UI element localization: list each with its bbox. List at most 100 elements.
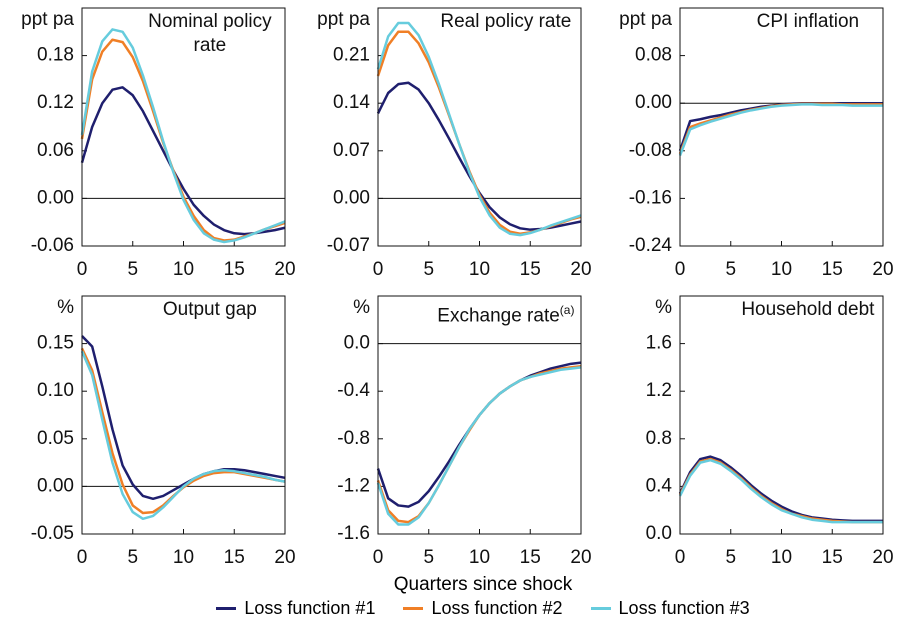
x-tick-label: 20 [570,259,591,280]
x-tick-label: 15 [822,259,843,280]
legend-label: Loss function #2 [431,598,563,618]
x-tick-label: 5 [127,259,138,280]
x-tick-label: 15 [224,259,245,280]
series-line [376,366,582,526]
x-tick-label: 5 [725,259,736,280]
panel-title-text: Household debt [741,299,875,320]
series-line [80,350,286,521]
panel-title: CPI inflation [733,10,883,34]
unit-label: ppt pa [619,9,672,30]
x-tick-label: 5 [725,547,736,568]
y-tick-label: 0.00 [37,187,74,208]
series-line [376,30,582,236]
y-tick-label: 0.8 [646,428,672,449]
x-tick-label: 0 [77,547,88,568]
legend-label: Loss function #1 [244,598,376,618]
y-tick-label: 0.00 [37,475,74,496]
x-tick-label: 10 [173,259,194,280]
x-tick-label: 10 [469,259,490,280]
y-tick-label: 0.08 [635,45,672,66]
y-tick-label: 0.12 [37,92,74,113]
plot-frame [377,7,582,247]
y-tick-label: -1.6 [337,523,370,544]
panel-title: Exchange rate(a) [411,298,601,328]
x-tick-label: 20 [274,547,295,568]
x-tick-label: 10 [173,547,194,568]
x-tick-label: 5 [423,259,434,280]
y-tick-label: -0.8 [337,428,370,449]
x-tick-label: 20 [872,259,893,280]
y-tick-label: 0.07 [333,140,370,161]
y-tick-label: 0.05 [37,428,74,449]
x-tick-label: 15 [520,547,541,568]
x-tick-label: 15 [520,259,541,280]
y-tick-label: -0.16 [629,187,672,208]
y-tick-label: -0.06 [31,235,74,256]
y-tick-label: 0.00 [333,187,370,208]
legend: Loss function #1 Loss function #2 Loss fun… [0,598,902,619]
y-tick-label: -0.08 [629,140,672,161]
x-tick-label: 20 [570,547,591,568]
series-line [678,103,883,157]
unit-label: % [57,297,74,318]
y-tick-label: -0.05 [31,523,74,544]
plot-frame [377,295,582,535]
x-tick-label: 0 [373,259,384,280]
panel-title-text: Nominal policy rate [148,11,272,56]
panel-title-text: Exchange rate [437,305,560,327]
y-tick-label: 0.21 [333,45,370,66]
legend-item: Loss function #2 [403,598,563,619]
unit-label: % [353,297,370,318]
y-tick-label: -0.24 [629,235,673,256]
y-tick-label: 1.2 [646,380,672,401]
y-tick-label: 0.0 [344,333,370,354]
x-axis-label: Quarters since shock [393,574,573,595]
x-tick-label: 5 [423,547,434,568]
series-line [678,101,883,152]
plot-frame [81,7,286,247]
y-tick-label: 0.00 [635,92,672,113]
y-tick-label: -0.07 [327,235,370,256]
y-tick-label: 0.15 [37,333,74,354]
y-tick-label: -1.2 [337,475,370,496]
y-tick-label: 0.06 [37,140,74,161]
x-tick-label: 20 [872,547,893,568]
series-line [376,21,582,237]
series-line [678,102,883,155]
y-tick-label: 0.4 [646,475,673,496]
series-line [376,81,582,231]
legend-label: Loss function #3 [618,598,750,618]
series-line [81,335,286,501]
x-tick-label: 10 [469,547,490,568]
x-tick-label: 0 [675,547,686,568]
x-tick-label: 5 [127,547,138,568]
legend-swatch [216,607,237,610]
panel-title-text: Output gap [162,299,257,320]
x-tick-label: 10 [771,547,792,568]
legend-swatch [403,607,424,610]
plot-frame [679,295,884,535]
series-line [376,361,582,508]
y-tick-label: 1.6 [646,333,672,354]
y-tick-label: 0.0 [646,523,672,544]
x-tick-label: 0 [675,259,686,280]
unit-label: ppt pa [317,9,370,30]
legend-item: Loss function #3 [590,598,750,619]
series-line [80,86,286,236]
unit-label: ppt pa [21,9,74,30]
unit-label: % [655,297,672,318]
panel-title: Household debt [733,298,883,322]
series-line [80,38,286,242]
x-tick-label: 15 [224,547,245,568]
panel-title-text: CPI inflation [756,11,860,32]
y-tick-label: -0.4 [337,380,370,401]
plot-frame [81,295,286,535]
x-tick-label: 20 [274,259,295,280]
series-line [678,458,883,524]
series-line [80,28,286,244]
x-tick-label: 15 [822,547,843,568]
panel-title: Nominal policy rate [135,10,285,58]
panel-title-note: (a) [559,303,575,317]
